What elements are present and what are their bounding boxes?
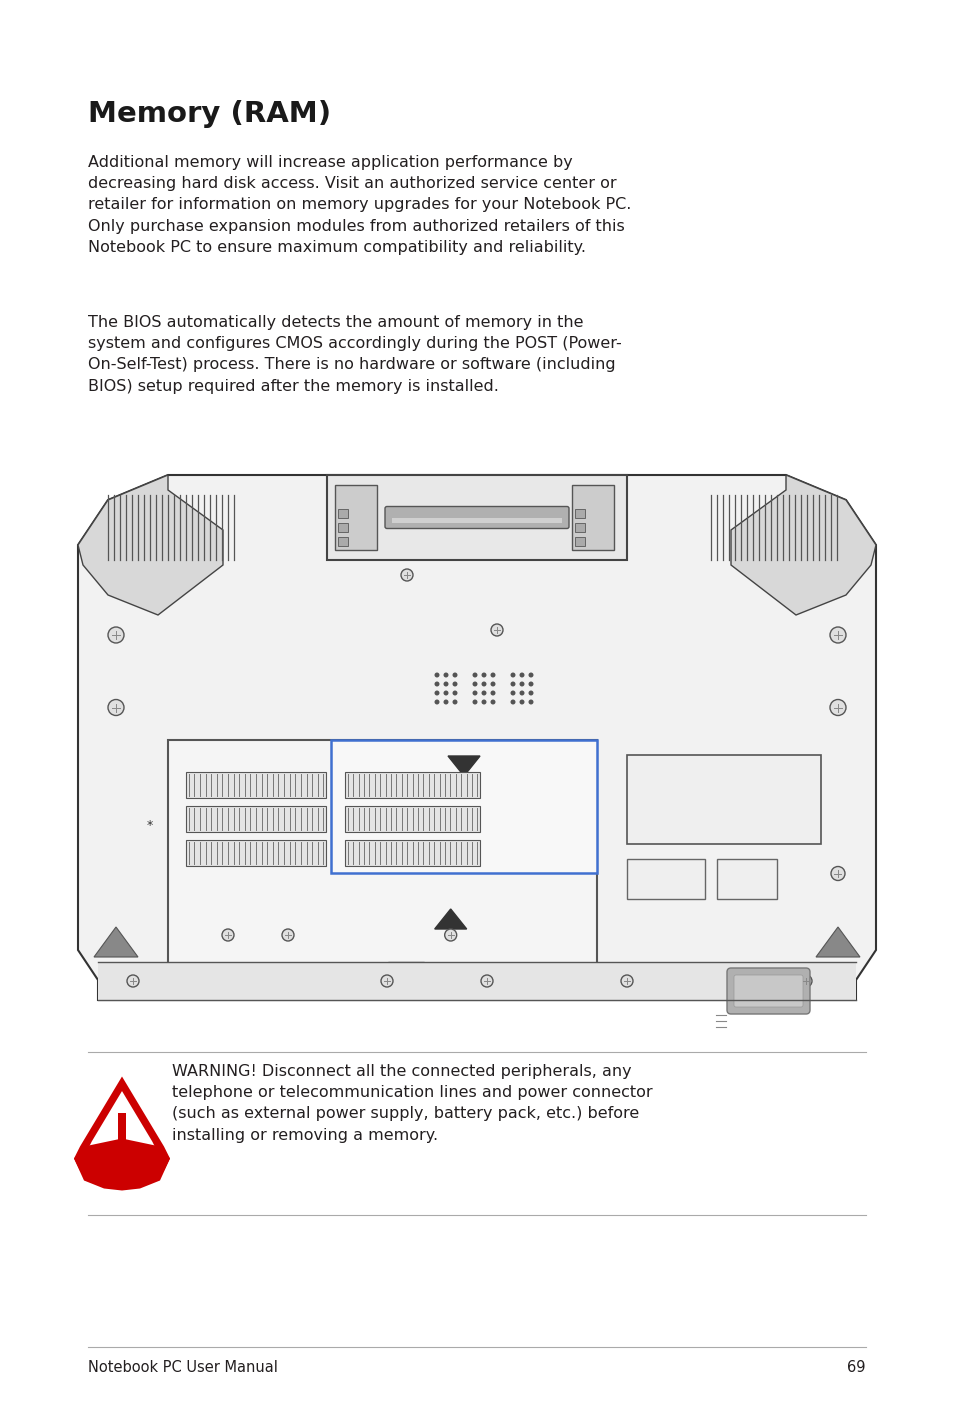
Circle shape	[519, 691, 524, 695]
Circle shape	[443, 682, 448, 686]
Circle shape	[472, 682, 477, 686]
Circle shape	[620, 976, 633, 987]
Text: 69: 69	[846, 1360, 865, 1375]
Polygon shape	[448, 756, 479, 776]
Bar	[337, 523, 348, 532]
Circle shape	[127, 976, 139, 987]
Polygon shape	[88, 1090, 156, 1164]
Circle shape	[490, 682, 495, 686]
Circle shape	[519, 682, 524, 686]
Circle shape	[117, 1151, 127, 1161]
Circle shape	[443, 699, 448, 705]
Circle shape	[400, 569, 413, 581]
Polygon shape	[815, 927, 859, 957]
Bar	[626, 754, 821, 844]
Circle shape	[481, 672, 486, 678]
Bar	[186, 805, 326, 832]
Circle shape	[434, 691, 439, 695]
Bar	[345, 839, 479, 866]
Circle shape	[510, 691, 515, 695]
Circle shape	[452, 672, 457, 678]
Text: The BIOS automatically detects the amount of memory in the
system and configures: The BIOS automatically detects the amoun…	[88, 315, 621, 394]
Circle shape	[510, 699, 515, 705]
Circle shape	[491, 624, 502, 637]
Circle shape	[434, 699, 439, 705]
Circle shape	[490, 699, 495, 705]
Polygon shape	[74, 1076, 170, 1178]
Circle shape	[444, 929, 456, 942]
Text: Memory (RAM): Memory (RAM)	[88, 101, 331, 128]
Circle shape	[452, 691, 457, 695]
Circle shape	[528, 682, 533, 686]
Circle shape	[472, 672, 477, 678]
Circle shape	[443, 691, 448, 695]
Circle shape	[481, 691, 486, 695]
Circle shape	[490, 672, 495, 678]
Circle shape	[510, 682, 515, 686]
Circle shape	[528, 699, 533, 705]
Circle shape	[510, 672, 515, 678]
Circle shape	[472, 699, 477, 705]
Text: *: *	[147, 818, 153, 831]
Circle shape	[282, 929, 294, 942]
Bar	[327, 475, 626, 560]
FancyBboxPatch shape	[726, 968, 809, 1014]
Circle shape	[528, 672, 533, 678]
Bar	[575, 537, 584, 546]
FancyBboxPatch shape	[385, 506, 568, 529]
Polygon shape	[730, 475, 875, 615]
Circle shape	[443, 672, 448, 678]
Bar	[392, 518, 561, 522]
Circle shape	[829, 699, 845, 716]
Bar	[575, 509, 584, 518]
Circle shape	[222, 929, 233, 942]
Circle shape	[490, 691, 495, 695]
Bar	[335, 485, 376, 550]
Text: WARNING! Disconnect all the connected peripherals, any
telephone or telecommunic: WARNING! Disconnect all the connected pe…	[172, 1064, 652, 1143]
Circle shape	[108, 699, 124, 716]
Bar	[575, 523, 584, 532]
Circle shape	[480, 976, 493, 987]
Circle shape	[380, 976, 393, 987]
Circle shape	[830, 866, 844, 881]
FancyBboxPatch shape	[733, 976, 802, 1007]
Circle shape	[829, 627, 845, 642]
Polygon shape	[74, 1139, 170, 1191]
Circle shape	[519, 672, 524, 678]
Bar	[626, 858, 704, 899]
Bar	[186, 839, 326, 866]
Bar	[345, 771, 479, 798]
Bar	[331, 740, 597, 873]
Bar	[345, 805, 479, 832]
Circle shape	[519, 699, 524, 705]
Circle shape	[481, 682, 486, 686]
Circle shape	[800, 976, 811, 987]
Polygon shape	[78, 475, 875, 1000]
Bar	[717, 858, 776, 899]
Bar	[118, 1113, 126, 1150]
Circle shape	[434, 682, 439, 686]
Polygon shape	[78, 475, 223, 615]
Bar	[337, 537, 348, 546]
Bar	[387, 961, 423, 984]
Text: Additional memory will increase application performance by
decreasing hard disk : Additional memory will increase applicat…	[88, 155, 631, 255]
Circle shape	[472, 691, 477, 695]
Bar	[168, 740, 597, 970]
Polygon shape	[435, 909, 466, 929]
Bar	[572, 485, 614, 550]
Bar	[337, 509, 348, 518]
Circle shape	[452, 699, 457, 705]
Circle shape	[481, 699, 486, 705]
Circle shape	[434, 672, 439, 678]
Bar	[98, 961, 855, 1000]
Circle shape	[452, 682, 457, 686]
Circle shape	[528, 691, 533, 695]
Bar	[186, 771, 326, 798]
Text: Notebook PC User Manual: Notebook PC User Manual	[88, 1360, 277, 1375]
Polygon shape	[94, 927, 138, 957]
Circle shape	[108, 627, 124, 642]
